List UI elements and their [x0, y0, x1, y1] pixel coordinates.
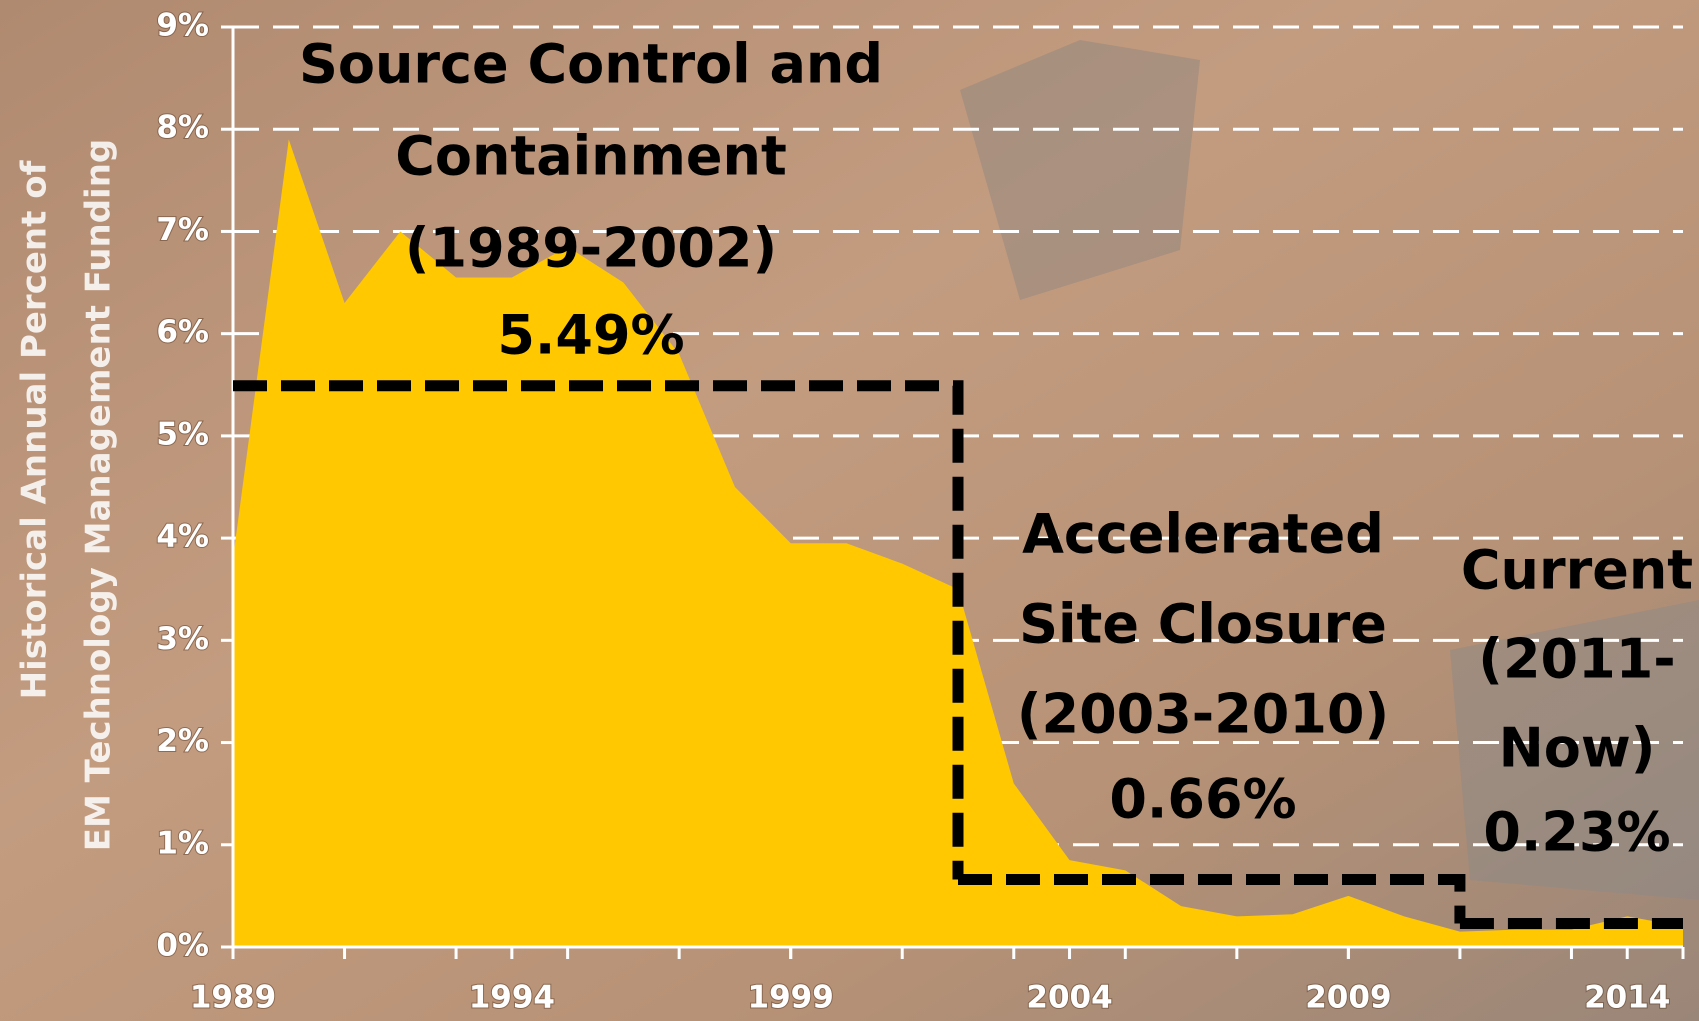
annotation-text: (2003-2010): [1017, 683, 1389, 746]
annotation-text: Now): [1499, 717, 1656, 780]
annotation-value: 5.49%: [497, 304, 684, 367]
annotation-value: 0.66%: [1109, 768, 1296, 831]
x-tick-label: 2014: [1584, 980, 1670, 1016]
annotation-text: Current: [1461, 539, 1693, 602]
rock-shadow: [960, 40, 1200, 300]
y-tick-label: 3%: [156, 621, 209, 657]
y-axis-title: Historical Annual Percent of: [15, 159, 55, 699]
y-tick-label: 1%: [156, 825, 209, 861]
annotation-text: Accelerated: [1022, 503, 1384, 566]
rock-shadow: [1450, 600, 1699, 900]
x-tick-label: 2004: [1026, 980, 1112, 1016]
x-tick-label: 1999: [748, 980, 834, 1016]
annotation-text: (1989-2002): [405, 217, 777, 280]
y-tick-label: 5%: [156, 416, 209, 452]
average-line: [958, 874, 1466, 924]
y-tick-label: 4%: [156, 519, 209, 555]
y-tick-label: 9%: [156, 8, 209, 44]
annotation-value: 0.23%: [1483, 801, 1670, 864]
y-tick-label: 0%: [156, 928, 209, 964]
y-axis-title: EM Technology Management Funding: [79, 139, 119, 852]
y-tick-label: 8%: [156, 110, 209, 146]
average-line: [233, 380, 964, 880]
y-tick-label: 7%: [156, 212, 209, 248]
y-tick-label: 2%: [156, 723, 209, 759]
y-tick-label: 6%: [156, 314, 209, 350]
x-tick-label: 2009: [1305, 980, 1391, 1016]
annotation-text: (2011-: [1478, 628, 1675, 691]
annotation-text: Source Control and: [299, 33, 883, 96]
x-tick-label: 1994: [469, 980, 555, 1016]
annotation-text: Containment: [395, 125, 787, 188]
area: [233, 139, 1683, 947]
annotation-text: Site Closure: [1019, 593, 1387, 656]
x-tick-label: 1989: [190, 980, 276, 1016]
